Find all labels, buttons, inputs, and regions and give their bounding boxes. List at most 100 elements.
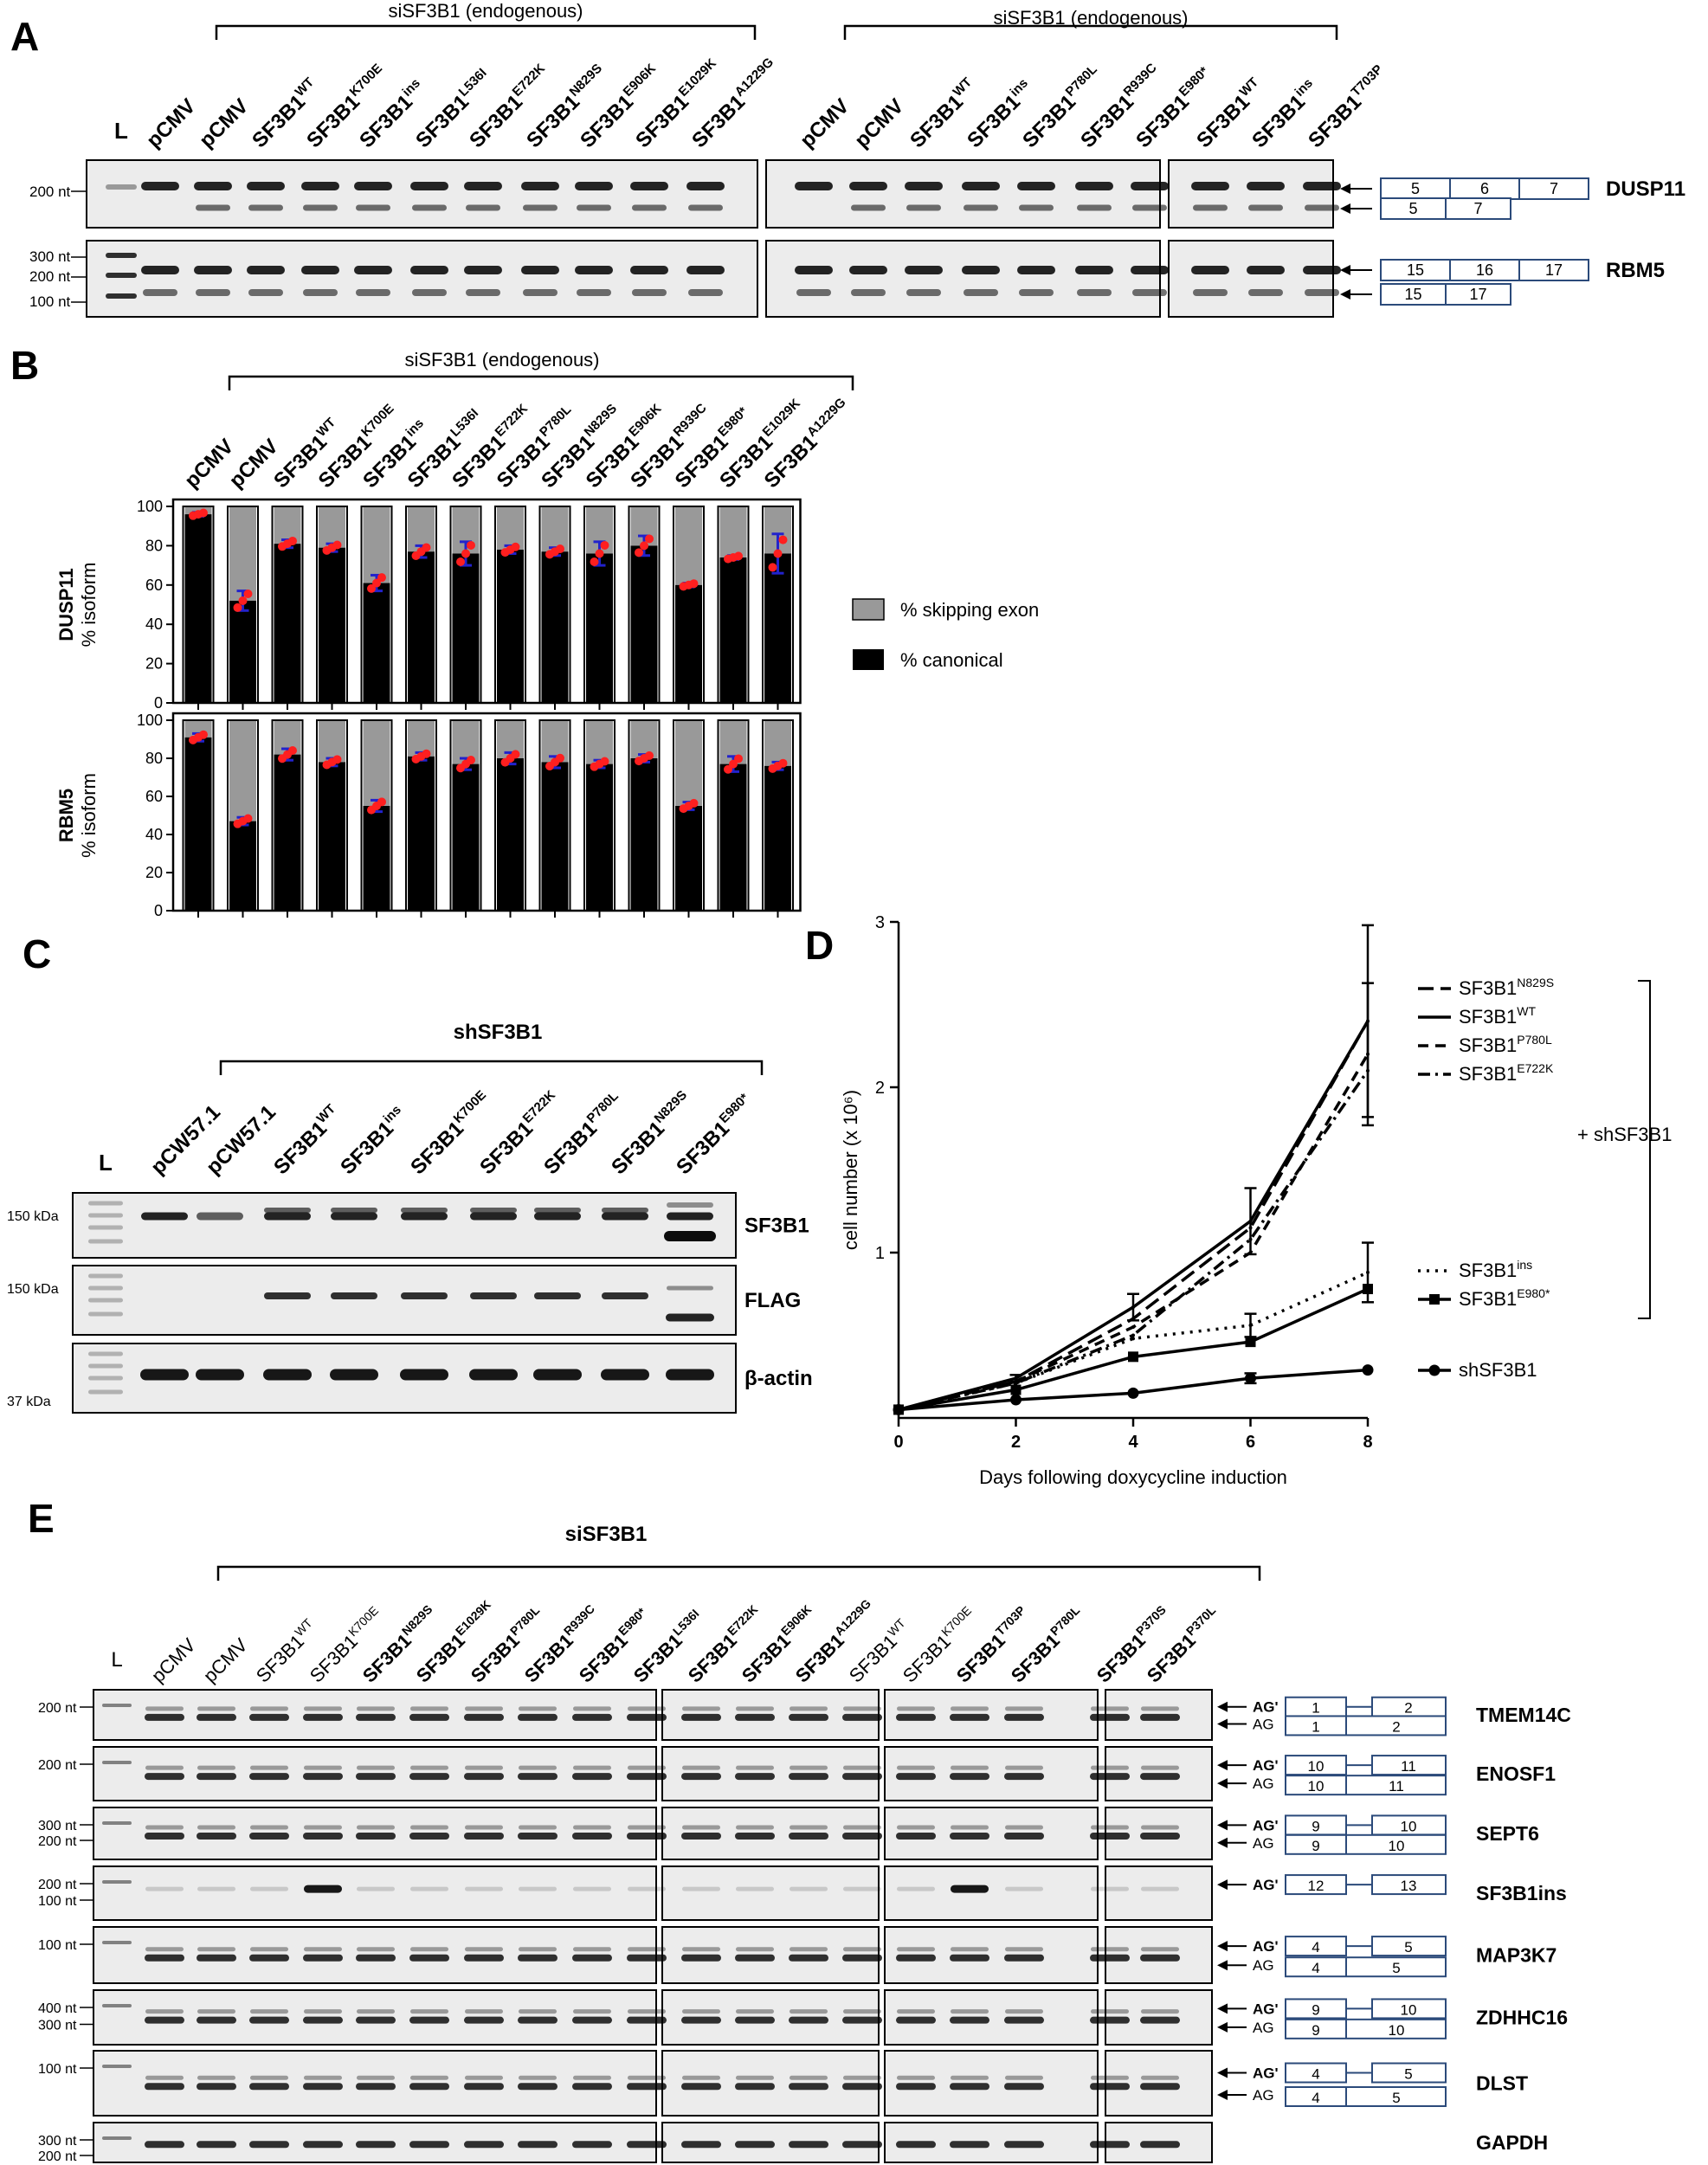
arrow-ag-head — [1217, 2090, 1228, 2100]
arrow-isoform-head — [1340, 203, 1350, 214]
gel-band — [1140, 2141, 1180, 2149]
gel-band-ag-prime — [951, 1947, 989, 1952]
replicate-dot — [724, 764, 732, 774]
gene-name: RBM5 — [1606, 259, 1665, 282]
ladder-band — [102, 1941, 132, 1944]
band-rbm5-upper — [301, 266, 339, 274]
label-base: SF3B1 — [1092, 1629, 1150, 1686]
bar-canonical — [452, 764, 480, 911]
band-sf3b1 — [401, 1212, 448, 1221]
exon-box — [1285, 1775, 1447, 1796]
gel-band-ag-prime — [1091, 1765, 1129, 1770]
gel-band-ag-prime — [682, 1947, 720, 1952]
gel-band — [627, 1713, 667, 1721]
gel-band-ag-prime — [1005, 1825, 1043, 1830]
label-base: SF3B1 — [1459, 1288, 1517, 1310]
gel-frame — [661, 1865, 880, 1921]
gel-band — [790, 1886, 828, 1891]
label-sup: T703P — [993, 1603, 1028, 1638]
arrow-ag-head — [1217, 1960, 1228, 1971]
gel-band-ag-prime — [1005, 1947, 1043, 1952]
arrow-ag-prime-head — [1217, 1820, 1228, 1831]
label-sup: E1029K — [676, 55, 719, 99]
gel-band — [681, 2083, 721, 2091]
gel-band-ag-prime — [410, 1706, 448, 1711]
gel-band-ag-prime — [357, 1947, 395, 1952]
gel-band-ag-prime — [951, 1765, 989, 1770]
gel-band — [572, 1773, 612, 1781]
ag-prime-label: AG' — [1253, 1938, 1279, 1955]
gel-band-ag-prime — [250, 1765, 288, 1770]
gel-band — [464, 1713, 504, 1721]
label-sup: E722K — [493, 401, 532, 440]
replicate-dot — [773, 549, 783, 558]
band-dusp11-upper — [1075, 182, 1113, 190]
gel-band-ag-prime — [145, 2009, 184, 2014]
label-sup: R939C — [561, 1601, 597, 1638]
label-sup: ins — [1517, 1258, 1532, 1272]
label-sup: K700E — [358, 401, 396, 439]
band-rbm5-upper — [521, 266, 559, 274]
label-base: SF3B1 — [1459, 1006, 1517, 1028]
exon-number: 10 — [1308, 1778, 1325, 1795]
band-sf3b1-flag — [401, 1208, 448, 1213]
gel-band-ag-prime — [519, 1765, 557, 1770]
bar-canonical — [719, 557, 747, 703]
lane-label: pCMV — [796, 94, 854, 152]
label-sup: P780L — [584, 1089, 622, 1126]
gel-band — [789, 2083, 828, 2091]
label-base: SF3B1 — [1304, 90, 1366, 152]
band-dusp11-upper — [795, 182, 833, 190]
panel-label-e: E — [28, 1496, 55, 1541]
ladder-band — [102, 1761, 132, 1764]
label-base: SF3B1 — [791, 1629, 848, 1686]
replicate-dot — [556, 753, 564, 763]
lane-label: pCMV — [199, 1633, 252, 1686]
arrow-ag-head — [1217, 1837, 1228, 1848]
gel-band — [1091, 1886, 1129, 1891]
gel-band — [518, 1954, 558, 1962]
band-rbm5-lower — [1248, 289, 1283, 296]
band-dusp11-lower — [906, 204, 941, 211]
gel-band — [145, 2141, 184, 2149]
gene-name: MAP3K7 — [1476, 1944, 1557, 1967]
y-tick-label: 1 — [875, 1244, 885, 1263]
band-dusp11-upper — [247, 182, 285, 190]
gel-band — [145, 1954, 184, 1962]
gel-band-ag-prime — [410, 2075, 448, 2080]
replicate-dot — [422, 543, 431, 552]
label-sup: E722K — [510, 61, 549, 100]
gel-band — [465, 1886, 503, 1891]
band-dusp11-lower — [523, 204, 558, 211]
exon-number: 10 — [1389, 1838, 1405, 1854]
replicate-dot — [377, 573, 386, 583]
gel-frame — [93, 1865, 657, 1921]
exon-number: 4 — [1312, 2090, 1319, 2106]
band-sf3b1-flag — [602, 1208, 648, 1213]
gel-band — [681, 1954, 721, 1962]
replicate-dot — [367, 583, 376, 593]
gel-band — [356, 1773, 396, 1781]
bar-canonical — [719, 764, 747, 911]
replicate-dot — [199, 730, 208, 739]
exon-number: 17 — [1545, 261, 1563, 279]
exon-number: 2 — [1404, 1700, 1412, 1717]
gel-band-ag-prime — [519, 1825, 557, 1830]
gel-band-ag-prime — [1141, 2009, 1179, 2014]
gel-band — [842, 1954, 882, 1962]
ladder-band — [88, 1239, 123, 1244]
bar-canonical — [408, 756, 435, 911]
band-rbm5-lower — [906, 289, 941, 296]
gel-frame — [1105, 1865, 1213, 1921]
y-tick-label: 3 — [875, 913, 885, 932]
label-base: SF3B1 — [1459, 1034, 1517, 1056]
band-dusp11-upper — [905, 182, 943, 190]
legend-swatch-canonical — [853, 649, 884, 670]
gel-band — [464, 1954, 504, 1962]
replicate-dot — [556, 544, 564, 554]
gel-band — [410, 1886, 448, 1891]
exon-box — [1285, 1956, 1447, 1978]
ladder-band — [102, 2065, 132, 2068]
